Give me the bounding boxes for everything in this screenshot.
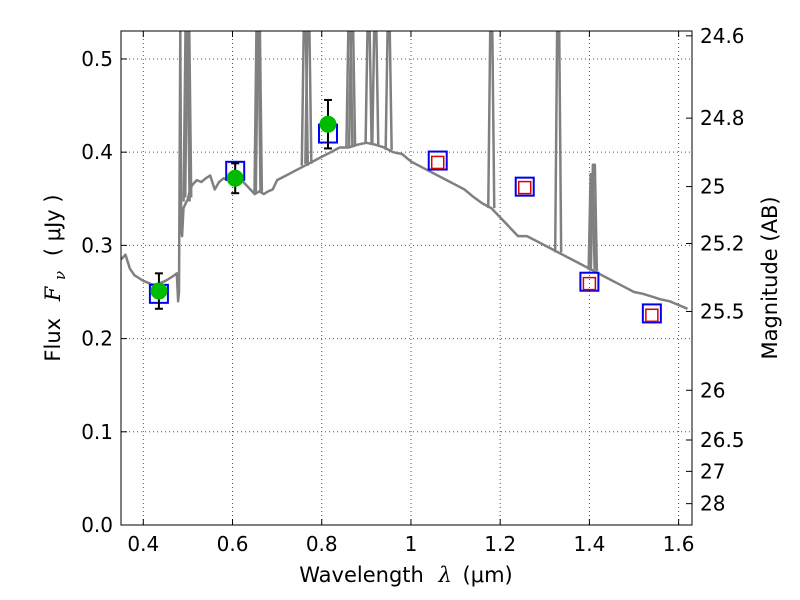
observed-flux-point: [319, 115, 337, 133]
observed-flux-point: [226, 169, 244, 187]
plot-frame: [120, 30, 693, 526]
model-flux-square: [641, 303, 662, 324]
model-flux-square: [514, 176, 535, 197]
model-flux-square: [579, 271, 600, 292]
observed-flux-point: [150, 282, 168, 300]
y2-tick-label: 25.5: [700, 299, 745, 323]
sed-emission-line: [304, 31, 313, 164]
sed-emission-line: [253, 31, 262, 193]
sed-emission-line: [364, 31, 373, 144]
sed-line: [121, 31, 688, 310]
model-flux-square: [427, 150, 448, 171]
x-tick-label: 0.8: [306, 532, 338, 556]
sed-emission-line: [347, 31, 357, 147]
y2-tick-label: 25: [700, 175, 725, 199]
y-axis-label: Flux F ν ( μJy ): [41, 194, 70, 361]
y2-tick-label: 26.5: [700, 428, 745, 452]
y2-tick-label: 27: [700, 459, 725, 483]
predicted-flux-square: [430, 155, 445, 170]
y-tick-label: 0.3: [81, 233, 113, 257]
y2-tick-label: 24.8: [700, 106, 745, 130]
y2-tick-label: 26: [700, 378, 725, 402]
axes: 0.4 0.6 0.8 1 1.2 1.4 1.6 0.0 0.1 0.2 0.3 0.4 0.5 24.…: [81, 24, 744, 556]
y-tick-label: 0.1: [81, 420, 113, 444]
x-tick-label: 1: [405, 532, 418, 556]
sed-emission-line: [254, 31, 264, 192]
x-axis-label: Wavelength λ (μm): [299, 563, 512, 587]
sed-emission-line: [553, 31, 563, 253]
sed-emission-line: [183, 31, 193, 198]
y2-tick-label: 24.6: [700, 24, 745, 48]
y-tick-label: 0.5: [81, 47, 113, 71]
sed-emission-line: [589, 163, 599, 272]
y-tick-label: 0.2: [81, 327, 113, 351]
sed-emission-line: [345, 31, 354, 148]
plot-area: [121, 31, 688, 310]
y2-tick-label: 25.2: [700, 232, 745, 256]
predicted-flux-square: [517, 180, 532, 195]
y2-tick-label: 28: [700, 492, 725, 516]
predicted-flux-square: [582, 276, 597, 291]
sed-emission-line: [371, 31, 380, 145]
sed-emission-line: [182, 31, 191, 202]
x-tick-label: 1.4: [573, 532, 605, 556]
sed-emission-line: [487, 31, 496, 209]
x-tick-label: 1.2: [484, 532, 516, 556]
y-tick-label: 0.4: [81, 140, 113, 164]
markers: [148, 98, 662, 324]
predicted-flux-square: [645, 308, 659, 323]
y-tick-label: 0.0: [81, 513, 113, 537]
sed-emission-line: [384, 31, 393, 150]
x-tick-label: 0.6: [217, 532, 249, 556]
y2-axis-label: Magnitude (AB): [758, 196, 782, 359]
x-tick-label: 1.6: [663, 532, 695, 556]
x-tick-label: 0.4: [127, 532, 159, 556]
